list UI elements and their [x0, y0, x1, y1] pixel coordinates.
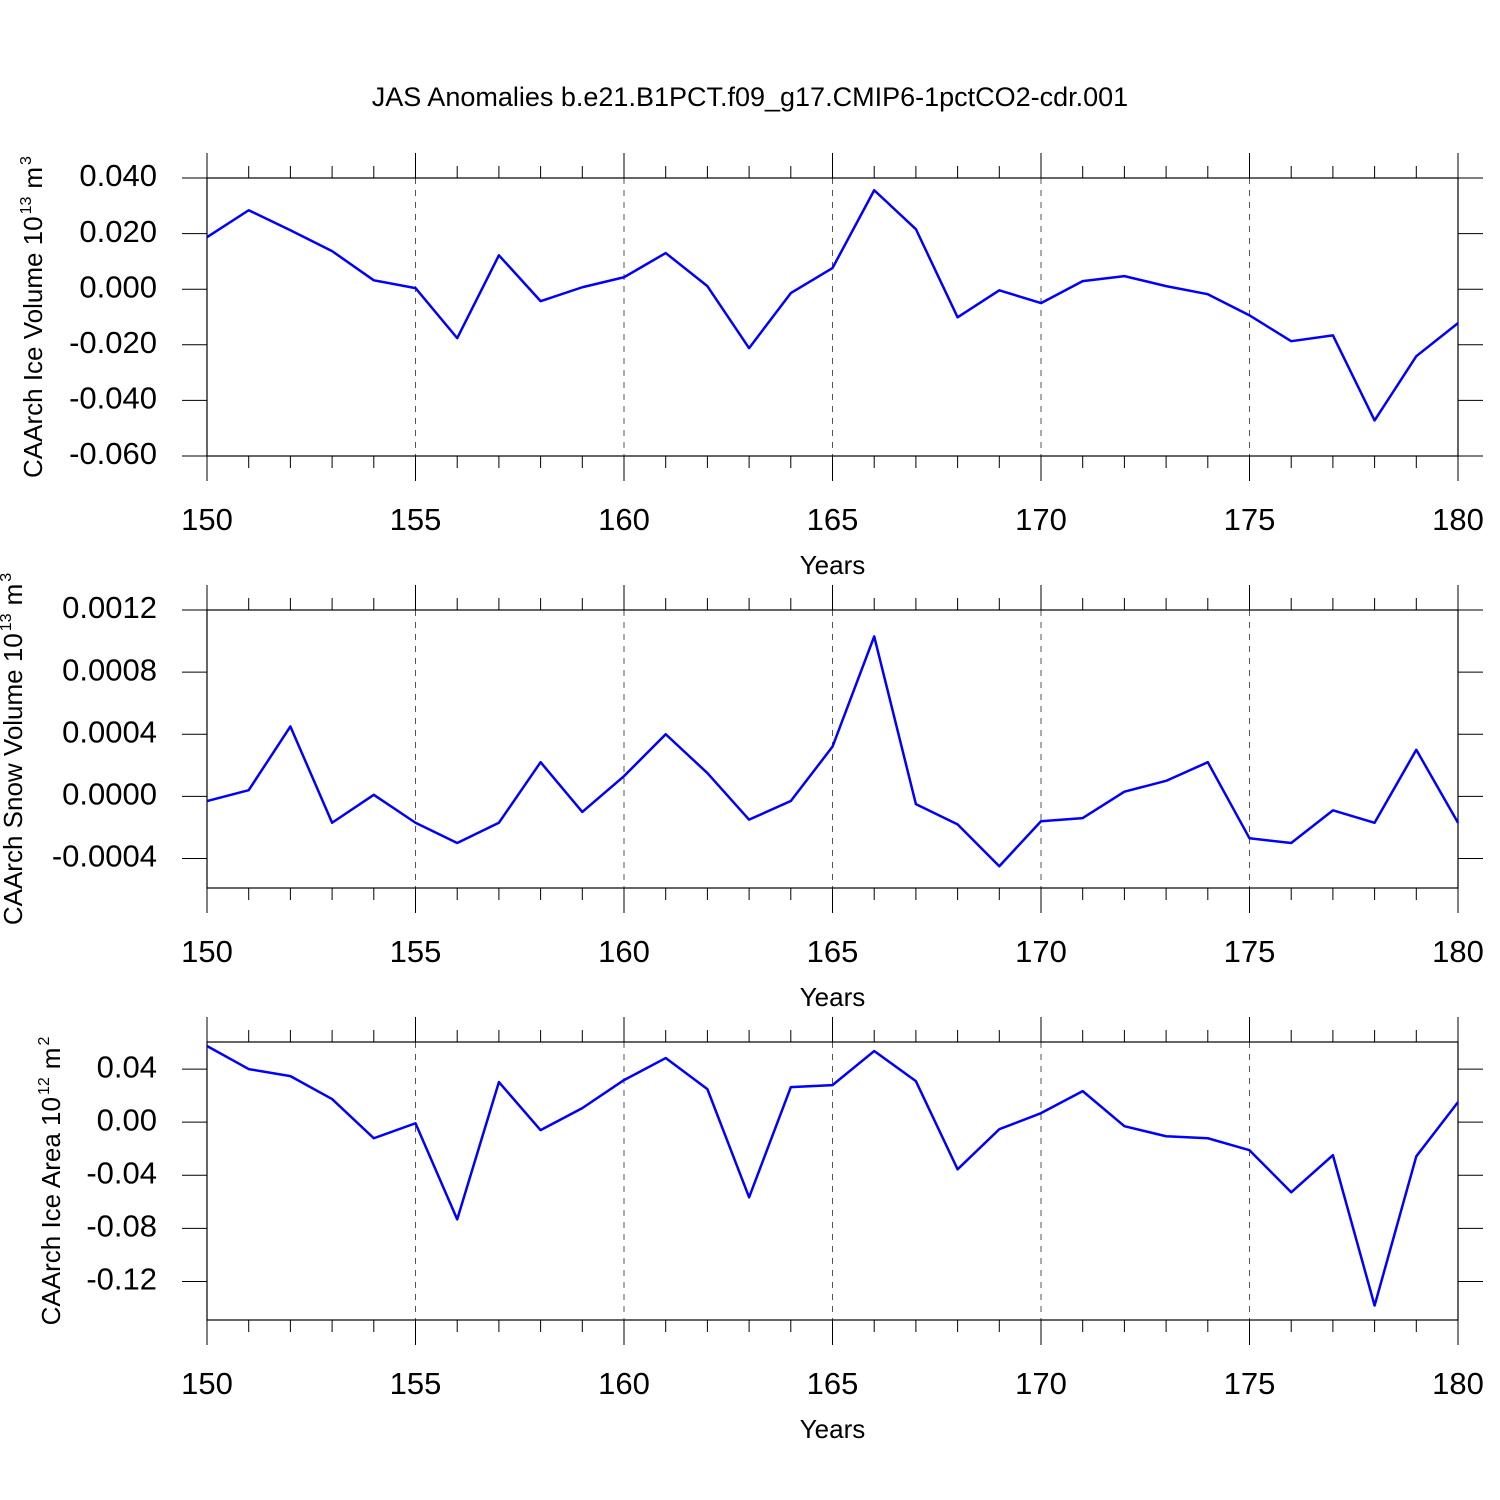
y-axis-label-part: CAArch Snow Volume 10: [0, 633, 28, 925]
plot-frame: [206, 177, 1459, 457]
y-tick-label: -0.0004: [52, 839, 157, 874]
y-axis-label-part: CAArch Ice Volume 10: [18, 216, 48, 478]
y-axis-label: CAArch Snow Volume 10 13 m 3: [0, 573, 28, 925]
y-axis-label-part: m: [0, 584, 28, 606]
y-axis-label-exponent: 13: [18, 197, 35, 215]
x-tick-label: 175: [1224, 1366, 1276, 1401]
x-tick-label: 150: [181, 934, 233, 969]
x-tick-label: 155: [390, 502, 442, 537]
plot-frame: [206, 609, 1459, 889]
x-tick-label: 170: [1015, 502, 1067, 537]
x-tick-label: 160: [598, 1366, 650, 1401]
y-tick-label: 0.00: [97, 1102, 157, 1137]
y-tick-label: 0.0004: [62, 714, 157, 749]
y-axis-label-exponent: 12: [36, 1077, 53, 1095]
x-tick-label: 155: [390, 1366, 442, 1401]
y-axis-label: CAArch Ice Volume 1013 m 3: [18, 156, 48, 478]
y-tick-label: 0.04: [97, 1049, 157, 1084]
data-line: [206, 188, 1459, 422]
x-tick-label: 165: [807, 934, 859, 969]
x-tick-label: 180: [1432, 502, 1484, 537]
x-tick-label: 175: [1224, 502, 1276, 537]
x-tick-label: 160: [598, 934, 650, 969]
x-tick-label: 160: [598, 502, 650, 537]
x-tick-label: 170: [1015, 1366, 1067, 1401]
x-tick-label: 165: [807, 502, 859, 537]
x-tick-label: 170: [1015, 934, 1067, 969]
y-axis-label-part: m: [36, 1048, 66, 1070]
y-tick-label: 0.040: [79, 158, 157, 193]
x-axis-label: Years: [800, 1414, 866, 1444]
y-tick-label: 0.000: [79, 269, 157, 304]
y-tick-label: -0.08: [86, 1209, 157, 1244]
chart-title: JAS Anomalies b.e21.B1PCT.f09_g17.CMIP6-…: [372, 82, 1128, 112]
x-axis-label: Years: [800, 550, 866, 580]
x-tick-label: 150: [181, 1366, 233, 1401]
y-tick-label: 0.0012: [62, 590, 157, 625]
y-tick-label: -0.04: [86, 1155, 157, 1190]
y-tick-label: 0.020: [79, 214, 157, 249]
x-tick-label: 165: [807, 1366, 859, 1401]
y-axis-label: CAArch Ice Area 10 12 m 2: [36, 1037, 66, 1326]
y-axis-label-exponent: 13: [0, 613, 15, 631]
y-axis-label-exponent: 3: [0, 573, 15, 582]
y-axis-label-exponent: 2: [36, 1037, 53, 1046]
y-axis-label-part: CAArch Ice Area 10: [36, 1097, 66, 1325]
x-tick-label: 155: [390, 934, 442, 969]
y-tick-label: 0.0000: [62, 777, 157, 812]
x-tick-label: 175: [1224, 934, 1276, 969]
x-tick-label: 150: [181, 502, 233, 537]
y-tick-label: 0.0008: [62, 652, 157, 687]
x-tick-label: 180: [1432, 934, 1484, 969]
x-tick-label: 180: [1432, 1366, 1484, 1401]
data-line: [206, 635, 1460, 868]
x-axis-label: Years: [800, 982, 866, 1012]
y-axis-label-part: m: [18, 167, 48, 189]
y-tick-label: -0.12: [86, 1262, 157, 1297]
y-tick-label: -0.040: [69, 381, 157, 416]
y-tick-label: -0.020: [69, 325, 157, 360]
plot-frame: [206, 1041, 1459, 1321]
data-line: [206, 1044, 1459, 1307]
y-tick-label: -0.060: [69, 436, 157, 471]
y-axis-label-exponent: 3: [18, 156, 35, 165]
